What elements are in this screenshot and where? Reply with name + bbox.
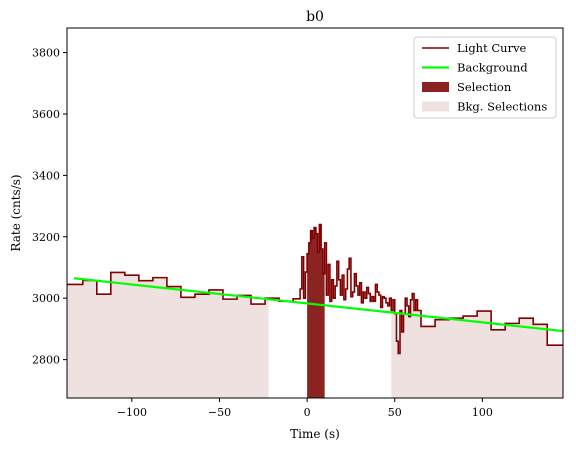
y-tick-label: 3000 bbox=[32, 292, 60, 305]
x-tick-label: 100 bbox=[472, 406, 493, 419]
legend-light-curve-label: Light Curve bbox=[457, 41, 527, 55]
legend-background-label: Background bbox=[457, 61, 528, 75]
legend-box bbox=[413, 36, 557, 119]
y-tick-label: 2800 bbox=[32, 354, 60, 367]
y-tick-label: 3800 bbox=[32, 47, 60, 60]
light-curve-line bbox=[67, 223, 563, 355]
x-tick-label: −100 bbox=[117, 406, 147, 419]
y-tick-label: 3200 bbox=[32, 231, 60, 244]
y-axis-label: Rate (cnts/s) bbox=[9, 174, 23, 251]
y-axis: 2800 3000 3200 3400 3600 3800 bbox=[32, 47, 67, 367]
bkg-selection-region-1 bbox=[67, 272, 269, 398]
y-tick-label: 3400 bbox=[32, 169, 60, 182]
x-axis: −100 −50 0 50 100 bbox=[117, 398, 493, 419]
selection-bands bbox=[67, 224, 563, 398]
legend-selection-label: Selection bbox=[457, 80, 512, 94]
selection-region bbox=[307, 224, 325, 398]
x-tick-label: −50 bbox=[208, 406, 231, 419]
x-tick-label: 50 bbox=[388, 406, 402, 419]
background-line bbox=[73, 277, 563, 333]
x-tick-label: 0 bbox=[304, 406, 311, 419]
plot-area bbox=[66, 27, 564, 399]
legend: Light Curve Background Selection Bkg. Selec… bbox=[413, 36, 557, 119]
bkg-selection-region-2 bbox=[391, 293, 563, 398]
chart-title: b0 bbox=[306, 9, 324, 25]
plot-frame bbox=[66, 27, 564, 399]
x-axis-label: Time (s) bbox=[290, 427, 340, 441]
series-layer bbox=[67, 223, 563, 355]
y-tick-label: 3600 bbox=[32, 108, 60, 121]
legend-bkg-selections-swatch bbox=[422, 101, 449, 112]
legend-selection-swatch bbox=[422, 82, 449, 92]
legend-bkg-selections-label: Bkg. Selections bbox=[457, 100, 547, 114]
